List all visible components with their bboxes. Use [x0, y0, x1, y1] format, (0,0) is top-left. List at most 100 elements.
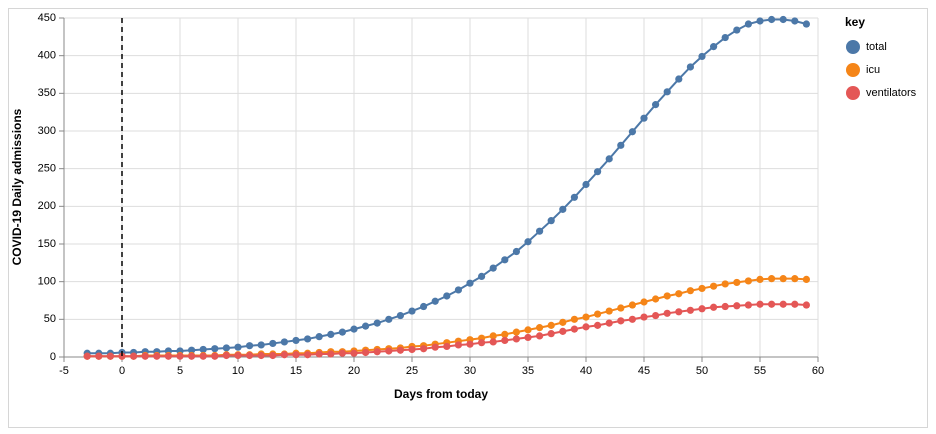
data-point — [280, 338, 288, 346]
data-point — [315, 333, 323, 341]
data-point — [280, 351, 288, 359]
x-tick-label: 25 — [406, 365, 418, 377]
data-point — [605, 307, 613, 315]
data-point — [512, 335, 521, 343]
data-point — [547, 330, 555, 338]
data-point — [338, 349, 346, 357]
data-point — [733, 278, 741, 287]
y-tick-label: 300 — [38, 125, 56, 137]
data-point — [501, 330, 509, 338]
data-point — [605, 319, 613, 327]
data-point — [385, 315, 393, 323]
data-point — [373, 319, 381, 327]
data-point — [501, 336, 509, 345]
data-point — [594, 310, 602, 318]
data-point — [640, 313, 648, 321]
data-point — [269, 351, 277, 360]
y-tick-label: 250 — [38, 163, 56, 175]
data-point — [559, 318, 567, 326]
legend-symbol — [846, 40, 860, 54]
data-point — [373, 348, 381, 356]
data-point — [222, 344, 230, 352]
data-point — [350, 349, 358, 357]
data-point — [617, 317, 625, 325]
data-point — [710, 303, 718, 311]
data-point — [188, 352, 196, 360]
y-tick-label: 200 — [38, 200, 56, 212]
y-tick-label: 450 — [38, 12, 56, 24]
y-tick-label: 400 — [38, 50, 56, 62]
data-point — [396, 311, 404, 320]
data-point — [791, 17, 799, 25]
x-tick-label: 55 — [754, 365, 766, 377]
data-point — [257, 341, 265, 349]
data-point — [652, 311, 660, 320]
data-point — [106, 352, 114, 360]
data-point — [733, 26, 741, 34]
data-point — [420, 345, 428, 353]
data-point — [246, 351, 254, 360]
data-point — [628, 315, 637, 323]
data-point — [663, 88, 671, 96]
data-point — [570, 193, 579, 201]
data-point — [756, 17, 764, 25]
data-point — [536, 332, 544, 340]
data-point — [489, 264, 497, 272]
data-point — [211, 352, 219, 360]
data-point — [710, 282, 718, 290]
data-point — [246, 342, 254, 350]
x-tick-label: 0 — [119, 365, 125, 377]
data-point — [744, 20, 753, 28]
data-point — [640, 114, 648, 122]
data-point — [385, 347, 393, 355]
data-point — [408, 345, 416, 354]
data-point — [431, 343, 439, 351]
data-point — [234, 343, 242, 351]
data-point — [617, 304, 625, 312]
data-point — [675, 75, 683, 83]
legend-label: icu — [866, 64, 880, 76]
data-point — [768, 275, 776, 283]
x-tick-label: 15 — [290, 365, 302, 377]
data-point — [257, 351, 265, 360]
data-point — [512, 247, 521, 256]
data-point — [524, 326, 532, 334]
data-point — [802, 275, 811, 284]
data-point — [524, 238, 532, 246]
y-tick-label: 150 — [38, 238, 56, 250]
data-point — [501, 256, 509, 264]
data-point — [478, 339, 486, 347]
data-point — [721, 302, 729, 311]
data-point — [710, 43, 718, 51]
data-point — [222, 351, 230, 360]
x-tick-label: 10 — [232, 365, 244, 377]
data-point — [686, 287, 695, 295]
data-point — [605, 155, 613, 163]
data-point — [768, 15, 776, 24]
data-point — [698, 284, 706, 293]
data-point — [582, 313, 590, 321]
data-point — [536, 324, 544, 332]
data-point — [802, 301, 811, 309]
x-tick-label: 50 — [696, 365, 708, 377]
y-tick-label: 350 — [38, 87, 56, 99]
data-point — [640, 298, 648, 306]
x-tick-label: 45 — [638, 365, 650, 377]
x-tick-label: 5 — [177, 365, 183, 377]
data-point — [802, 20, 811, 28]
legend-label: total — [866, 41, 887, 53]
data-point — [350, 325, 358, 333]
data-point — [686, 306, 695, 314]
data-point — [199, 352, 207, 360]
data-point — [466, 279, 474, 287]
x-tick-label: 30 — [464, 365, 476, 377]
data-point — [234, 351, 242, 360]
data-point — [211, 345, 219, 353]
data-point — [95, 352, 103, 360]
data-point — [478, 272, 486, 280]
data-point — [698, 305, 706, 313]
data-point — [547, 217, 555, 225]
data-point — [617, 141, 625, 149]
data-point — [362, 322, 370, 330]
